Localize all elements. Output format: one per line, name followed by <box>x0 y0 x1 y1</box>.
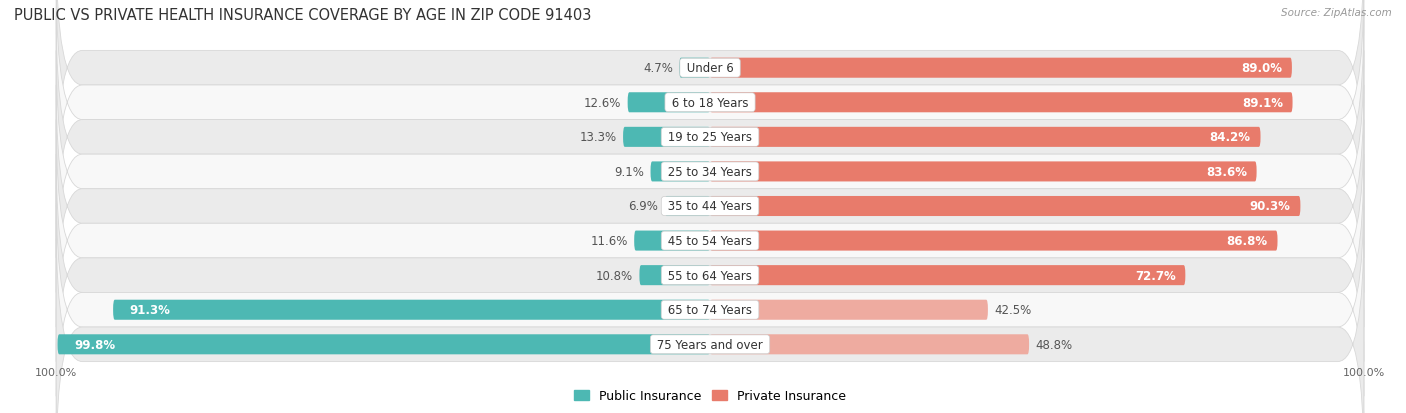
FancyBboxPatch shape <box>710 300 988 320</box>
Text: 90.3%: 90.3% <box>1250 200 1291 213</box>
FancyBboxPatch shape <box>634 231 710 251</box>
FancyBboxPatch shape <box>665 197 710 216</box>
Text: 89.1%: 89.1% <box>1241 97 1282 109</box>
FancyBboxPatch shape <box>56 189 1364 413</box>
FancyBboxPatch shape <box>56 0 1364 224</box>
FancyBboxPatch shape <box>623 128 710 147</box>
FancyBboxPatch shape <box>640 266 710 285</box>
FancyBboxPatch shape <box>112 300 710 320</box>
Text: 55 to 64 Years: 55 to 64 Years <box>664 269 756 282</box>
FancyBboxPatch shape <box>56 17 1364 258</box>
FancyBboxPatch shape <box>710 162 1257 182</box>
FancyBboxPatch shape <box>627 93 710 113</box>
Text: 35 to 44 Years: 35 to 44 Years <box>664 200 756 213</box>
FancyBboxPatch shape <box>710 93 1292 113</box>
FancyBboxPatch shape <box>710 128 1261 147</box>
Text: 13.3%: 13.3% <box>579 131 617 144</box>
FancyBboxPatch shape <box>710 231 1278 251</box>
Text: 86.8%: 86.8% <box>1226 235 1268 247</box>
Text: 25 to 34 Years: 25 to 34 Years <box>664 166 756 178</box>
Text: 42.5%: 42.5% <box>994 304 1032 316</box>
Text: 91.3%: 91.3% <box>129 304 170 316</box>
Text: 9.1%: 9.1% <box>614 166 644 178</box>
Text: 72.7%: 72.7% <box>1135 269 1175 282</box>
Text: 4.7%: 4.7% <box>643 62 672 75</box>
Text: Under 6: Under 6 <box>683 62 737 75</box>
Text: Source: ZipAtlas.com: Source: ZipAtlas.com <box>1281 8 1392 18</box>
FancyBboxPatch shape <box>651 162 710 182</box>
Legend: Public Insurance, Private Insurance: Public Insurance, Private Insurance <box>569 385 851 408</box>
FancyBboxPatch shape <box>56 155 1364 396</box>
Text: 84.2%: 84.2% <box>1209 131 1251 144</box>
Text: 19 to 25 Years: 19 to 25 Years <box>664 131 756 144</box>
Text: 75 Years and over: 75 Years and over <box>654 338 766 351</box>
FancyBboxPatch shape <box>56 86 1364 327</box>
Text: 12.6%: 12.6% <box>583 97 621 109</box>
FancyBboxPatch shape <box>679 59 710 78</box>
FancyBboxPatch shape <box>56 0 1364 189</box>
Text: 89.0%: 89.0% <box>1241 62 1282 75</box>
Text: 83.6%: 83.6% <box>1206 166 1247 178</box>
Text: 65 to 74 Years: 65 to 74 Years <box>664 304 756 316</box>
Text: 99.8%: 99.8% <box>75 338 115 351</box>
FancyBboxPatch shape <box>56 120 1364 362</box>
Text: 45 to 54 Years: 45 to 54 Years <box>664 235 756 247</box>
Text: 11.6%: 11.6% <box>591 235 627 247</box>
FancyBboxPatch shape <box>56 51 1364 293</box>
FancyBboxPatch shape <box>58 335 710 354</box>
FancyBboxPatch shape <box>710 335 1029 354</box>
Text: 10.8%: 10.8% <box>596 269 633 282</box>
FancyBboxPatch shape <box>710 266 1185 285</box>
Text: 6 to 18 Years: 6 to 18 Years <box>668 97 752 109</box>
FancyBboxPatch shape <box>710 59 1292 78</box>
Text: 6.9%: 6.9% <box>628 200 658 213</box>
FancyBboxPatch shape <box>710 197 1301 216</box>
FancyBboxPatch shape <box>56 224 1364 413</box>
Text: 48.8%: 48.8% <box>1036 338 1073 351</box>
Text: PUBLIC VS PRIVATE HEALTH INSURANCE COVERAGE BY AGE IN ZIP CODE 91403: PUBLIC VS PRIVATE HEALTH INSURANCE COVER… <box>14 8 592 23</box>
